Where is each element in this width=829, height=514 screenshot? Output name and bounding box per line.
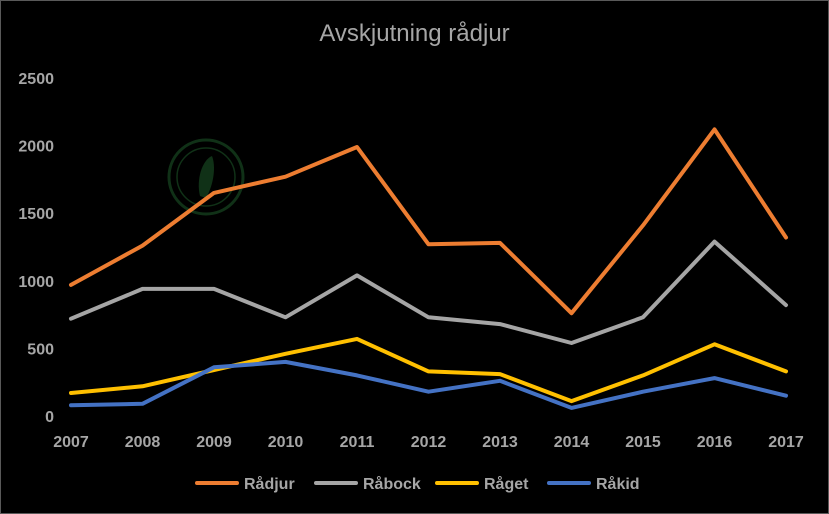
y-axis: 0 500 1000 1500 2000 2500 <box>18 71 54 426</box>
legend-label: Rådjur <box>244 475 295 493</box>
legend: Rådjur Råbock Råget Råkid <box>195 475 640 493</box>
x-tick-label: 2007 <box>53 434 89 451</box>
series-lines <box>69 127 788 410</box>
x-tick-label: 2008 <box>125 434 161 451</box>
x-axis: 2007 2008 2009 2010 2011 2012 2013 2014 2015 2016… <box>53 434 804 451</box>
x-tick-label: 2009 <box>196 434 232 451</box>
legend-label: Råkid <box>596 475 640 493</box>
x-tick-label: 2011 <box>340 434 375 451</box>
x-tick-label: 2017 <box>768 434 804 451</box>
x-tick-label: 2015 <box>625 434 661 451</box>
x-tick-label: 2013 <box>482 434 518 451</box>
series-line-Råbock <box>69 239 788 345</box>
y-tick-label: 500 <box>27 341 54 358</box>
series-line-Rådjur <box>69 127 788 316</box>
series-line-Råkid <box>69 359 788 410</box>
x-tick-label: 2010 <box>268 434 304 451</box>
y-tick-label: 2500 <box>18 71 54 88</box>
y-tick-label: 2000 <box>18 139 54 156</box>
watermark-logo <box>167 138 245 216</box>
x-tick-label: 2016 <box>697 434 733 451</box>
x-tick-label: 2014 <box>554 434 590 451</box>
y-tick-label: 1000 <box>18 274 54 291</box>
x-tick-label: 2012 <box>411 434 447 451</box>
chart-title: Avskjutning rådjur <box>319 20 510 47</box>
y-tick-label: 0 <box>45 409 54 426</box>
series-line-Råget <box>69 336 788 404</box>
y-tick-label: 1500 <box>18 206 54 223</box>
legend-label: Råbock <box>363 475 421 493</box>
legend-label: Råget <box>484 475 529 493</box>
